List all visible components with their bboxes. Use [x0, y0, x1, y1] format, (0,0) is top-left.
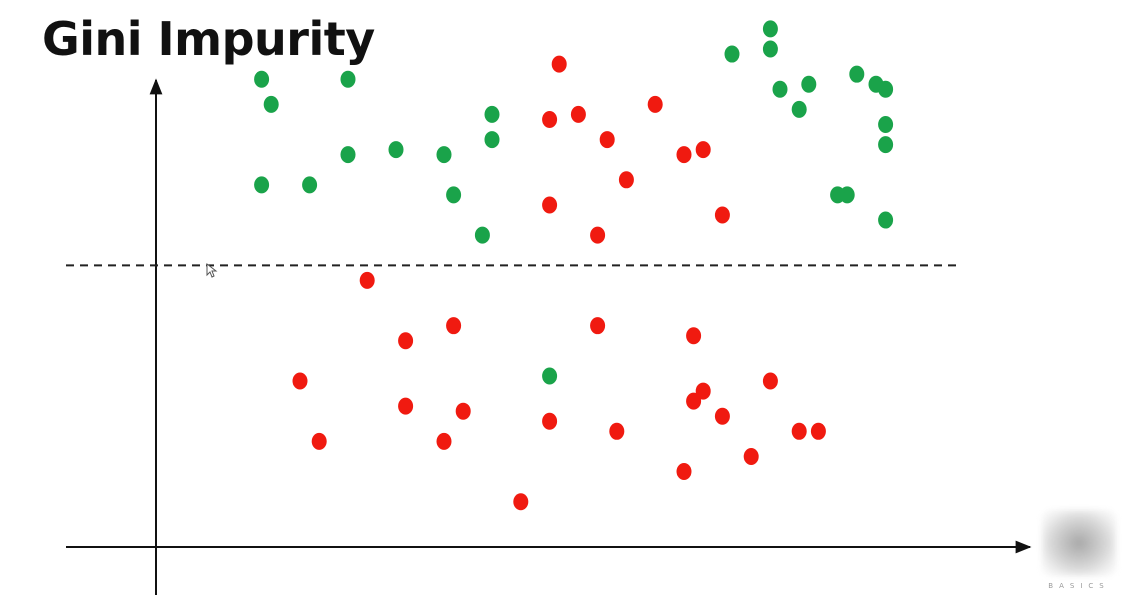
- scatter-point-series-0-22: [830, 186, 846, 204]
- scatter-point-series-1-5: [618, 171, 634, 189]
- scatter-point-series-0-15: [772, 80, 788, 98]
- scatter-point-series-1-13: [446, 317, 462, 335]
- scatter-point-series-0-9: [484, 105, 500, 123]
- scatter-point-series-1-31: [513, 493, 529, 511]
- scatter-point-series-1-0: [551, 55, 567, 73]
- scatter-point-series-1-11: [359, 271, 375, 289]
- scatter-point-series-0-2: [340, 70, 356, 88]
- scatter-point-series-1-15: [398, 397, 414, 415]
- scatter-point-series-0-25: [868, 75, 884, 93]
- scatter-point-series-0-0: [254, 70, 270, 88]
- scatter-point-series-0-8: [446, 186, 462, 204]
- scatter-point-series-1-2: [570, 105, 586, 123]
- scatter-point-series-0-14: [762, 40, 778, 58]
- scatter-point-series-1-21: [542, 412, 558, 430]
- scatter-point-series-1-30: [810, 422, 826, 440]
- scatter-point-series-1-19: [590, 317, 606, 335]
- scatter-point-series-0-16: [791, 100, 807, 118]
- scatter-point-series-0-11: [474, 226, 490, 244]
- scatter-point-series-0-17: [801, 75, 817, 93]
- scatter-point-series-1-16: [455, 402, 471, 420]
- scatter-point-series-1-20: [686, 327, 702, 345]
- scatter-point-series-0-3: [254, 176, 270, 194]
- scatter-point-series-0-13: [762, 20, 778, 38]
- scatter-point-series-0-26: [542, 367, 558, 385]
- scatter-point-series-1-27: [676, 463, 692, 481]
- scatter-point-series-1-18: [436, 432, 452, 450]
- scatter-point-series-1-17: [311, 432, 327, 450]
- scatter-point-series-0-4: [302, 176, 318, 194]
- scatter-point-series-1-14: [292, 372, 308, 390]
- scatter-point-series-1-4: [647, 95, 663, 113]
- scatter-point-series-1-25: [714, 407, 730, 425]
- scatter-point-series-1-8: [542, 196, 558, 214]
- scatter-point-series-0-5: [340, 146, 356, 164]
- scatter-point-series-0-7: [436, 146, 452, 164]
- channel-logo-watermark: BASICS: [1036, 506, 1122, 596]
- scatter-point-series-0-18: [849, 65, 865, 83]
- scatter-point-series-0-10: [484, 131, 500, 149]
- scatter-point-series-0-23: [878, 115, 894, 133]
- scatter-point-series-0-1: [263, 95, 279, 113]
- scatter-point-series-1-23: [686, 392, 702, 410]
- scatter-point-series-1-3: [599, 131, 615, 149]
- scatter-point-series-1-24: [695, 382, 711, 400]
- scatter-point-series-1-9: [590, 226, 606, 244]
- chart-title: Gini Impurity: [42, 12, 375, 66]
- scatter-point-series-1-22: [609, 422, 625, 440]
- scatter-point-series-1-7: [695, 141, 711, 159]
- scatter-point-series-0-24: [878, 136, 894, 154]
- scatter-point-series-0-12: [724, 45, 740, 63]
- scatter-point-series-1-28: [743, 447, 759, 465]
- scatter-point-series-1-12: [398, 332, 414, 350]
- scatter-point-series-1-1: [542, 110, 558, 128]
- scatter-point-series-1-10: [714, 206, 730, 224]
- mouse-cursor-icon: [206, 263, 218, 278]
- scatter-point-series-1-6: [676, 146, 692, 164]
- scatter-point-series-1-26: [762, 372, 778, 390]
- scatter-point-series-1-29: [791, 422, 807, 440]
- watermark-caption: BASICS: [1048, 582, 1110, 590]
- scatter-point-series-0-21: [878, 211, 894, 229]
- data-points: [254, 20, 894, 511]
- scatter-point-series-0-6: [388, 141, 404, 159]
